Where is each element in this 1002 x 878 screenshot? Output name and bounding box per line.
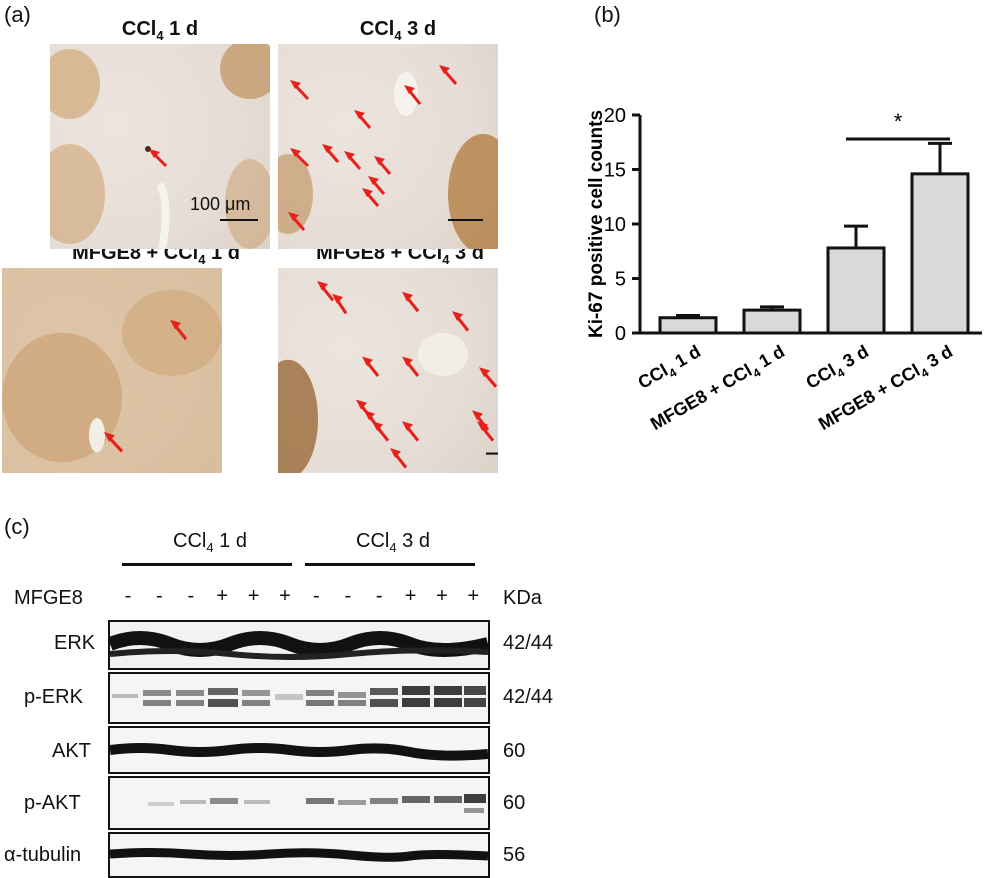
blot-bands — [110, 778, 488, 828]
blot-alpha-tubulin — [108, 832, 490, 878]
group-label-ccl4-1d: CCl4 1 d — [173, 530, 247, 555]
blot-bands — [110, 622, 488, 668]
group-label-ccl4-3d: CCl4 3 d — [356, 530, 430, 555]
treatment-label: MFGE8 — [14, 587, 83, 609]
panel-a-letter: (a) — [4, 2, 31, 27]
micrograph-mfge8-ccl4-1d — [2, 268, 222, 473]
significance-label: * — [894, 109, 903, 134]
treatment-mark: - — [187, 585, 195, 607]
micrograph-image — [278, 65, 498, 249]
treatment-mark: - — [375, 585, 383, 607]
tissue-stain — [278, 359, 318, 473]
treatment-mark: - — [344, 585, 352, 607]
blot-label-p-erk: p-ERK — [24, 686, 83, 708]
micrograph-ccl4-3d — [278, 44, 498, 249]
y-tick-label: 10 — [604, 214, 626, 236]
blot-label-p-akt: p-AKT — [24, 792, 81, 814]
panel-b-letter: (b) — [594, 2, 621, 27]
bar — [910, 172, 970, 335]
blot-kda-p-erk: 42/44 — [503, 686, 554, 708]
blot-bands — [110, 834, 488, 876]
treatment-mark: + — [436, 585, 448, 607]
blot-label-erk: ERK — [54, 632, 96, 654]
tissue-stain — [50, 44, 270, 249]
y-tick-label: 20 — [604, 105, 626, 127]
treatment-mark: + — [467, 585, 480, 607]
y-tick-label: 0 — [615, 323, 626, 345]
treatment-mark: - — [156, 585, 163, 607]
micrograph-image — [2, 268, 222, 473]
blot-bands — [110, 728, 488, 772]
y-tick-label: 5 — [615, 269, 626, 291]
blot-p-erk — [108, 672, 490, 724]
kda-header: KDa — [503, 587, 542, 609]
bar — [658, 316, 718, 335]
blot-akt — [108, 726, 490, 774]
treatment-mark: + — [279, 585, 291, 607]
treatment-mark: + — [216, 585, 229, 607]
blot-label-alpha-tubulin: α-tubulin — [4, 844, 82, 866]
blot-erk — [108, 620, 490, 670]
blot-kda-akt: 60 — [503, 740, 526, 762]
treatment-mark: - — [124, 585, 132, 607]
micrograph-ccl4-1d: 100 μm — [50, 44, 270, 249]
blot-kda-alpha-tubulin: 56 — [503, 844, 526, 866]
micrograph-image — [50, 44, 270, 249]
micrograph-image — [278, 280, 498, 473]
red-arrow-icon — [288, 65, 458, 231]
y-axis-label: Ki-67 positive cell counts — [586, 110, 607, 338]
treatment-mark: - — [313, 585, 320, 607]
blot-kda-p-akt: 60 — [503, 792, 526, 814]
tissue-stain — [278, 134, 498, 249]
group-bracket-2 — [305, 563, 475, 566]
blot-kda-erk: 42/44 — [503, 632, 554, 654]
micrograph-title-2: CCl4 3 d — [359, 18, 437, 43]
treatment-mark: + — [404, 585, 417, 607]
blot-bands — [110, 674, 488, 722]
micrograph-mfge8-ccl4-3d — [278, 268, 498, 473]
panel-c-letter: (c) — [4, 514, 30, 539]
blot-p-akt — [108, 776, 490, 830]
group-bracket-1 — [122, 563, 292, 566]
y-tick-label: 15 — [604, 160, 626, 182]
bar — [742, 308, 802, 335]
red-arrow-icon — [317, 280, 498, 469]
treatment-mark: + — [247, 585, 260, 607]
micrograph-title-1: CCl4 1 d — [121, 18, 199, 43]
red-arrow-icon — [149, 149, 168, 168]
blot-label-akt: AKT — [52, 740, 91, 762]
scale-bar-label: 100 μm — [190, 194, 251, 214]
bar — [826, 246, 886, 335]
